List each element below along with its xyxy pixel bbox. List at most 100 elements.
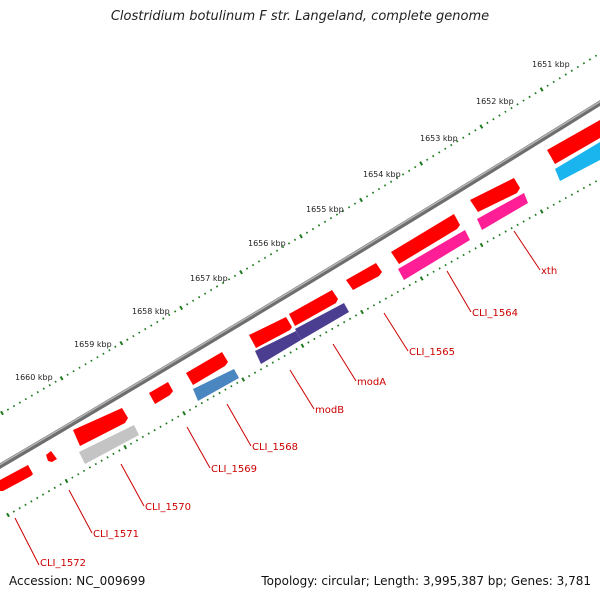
outer-tick-28 bbox=[168, 313, 171, 317]
outer-tick-33 bbox=[198, 296, 201, 299]
leader-modB bbox=[289, 369, 315, 410]
inner-tick-95 bbox=[570, 193, 573, 196]
outer-tick-36 bbox=[215, 285, 219, 288]
outer-tick-59 bbox=[353, 202, 357, 205]
gene-label-CLI_1564[interactable]: CLI_1564 bbox=[472, 308, 518, 319]
gene-label-CLI_1571[interactable]: CLI_1571 bbox=[93, 529, 139, 540]
outer-tick-49 bbox=[293, 238, 297, 242]
inner-tick-59 bbox=[354, 314, 358, 317]
gene-forward-0[interactable] bbox=[0, 465, 33, 491]
inner-tick-24 bbox=[147, 432, 150, 435]
leader-CLI_1571 bbox=[68, 489, 93, 534]
feature-CLI_1568[interactable] bbox=[193, 369, 239, 401]
inner-tick-48 bbox=[289, 351, 292, 354]
inner-tick-50 bbox=[300, 343, 305, 348]
leader-CLI_1565 bbox=[383, 312, 409, 352]
gene-forward-1[interactable] bbox=[46, 451, 57, 462]
outer-tick-80 bbox=[479, 124, 484, 129]
outer-tick-90 bbox=[539, 87, 544, 92]
outer-tick-94 bbox=[564, 73, 567, 76]
inner-tick-39 bbox=[236, 381, 239, 385]
gene-label-modA[interactable]: modA bbox=[357, 377, 386, 388]
label-leaders bbox=[14, 230, 541, 566]
outer-tick-17 bbox=[102, 352, 105, 355]
inner-tick-52 bbox=[313, 337, 316, 341]
gene-forward-4[interactable] bbox=[186, 352, 228, 385]
inner-tick-72 bbox=[432, 270, 435, 273]
outer-tick-6 bbox=[36, 391, 39, 394]
outer-tick-22 bbox=[132, 334, 135, 338]
outer-tick-1 bbox=[6, 408, 10, 411]
scale-label-1654: 1654 kbp bbox=[363, 170, 401, 179]
gene-forward-8[interactable] bbox=[391, 214, 460, 264]
outer-tick-3 bbox=[18, 401, 21, 404]
inner-tick-45 bbox=[271, 361, 274, 364]
feature-unlabeled-right[interactable] bbox=[555, 142, 600, 181]
inner-tick-34 bbox=[206, 398, 209, 401]
inner-tick-41 bbox=[248, 374, 251, 378]
outer-tick-72 bbox=[432, 154, 435, 158]
outer-tick-73 bbox=[438, 151, 441, 154]
inner-tick-25 bbox=[153, 429, 156, 432]
outer-tick-10 bbox=[59, 376, 64, 381]
gene-forward-6[interactable] bbox=[289, 290, 338, 326]
inner-tick-90 bbox=[539, 209, 544, 214]
outer-tick-89 bbox=[534, 91, 537, 95]
inner-tick-68 bbox=[408, 284, 411, 287]
gene-label-modB[interactable]: modB bbox=[315, 405, 344, 416]
gene-label-CLI_1569[interactable]: CLI_1569 bbox=[211, 464, 257, 475]
outer-tick-62 bbox=[371, 191, 375, 194]
outer-tick-52 bbox=[311, 227, 315, 231]
feature-modB[interactable] bbox=[255, 331, 301, 364]
outer-tick-96 bbox=[576, 65, 579, 69]
outer-tick-20 bbox=[119, 340, 124, 346]
outer-tick-21 bbox=[126, 338, 129, 341]
inner-tick-78 bbox=[468, 250, 471, 253]
outer-tick-34 bbox=[203, 292, 207, 295]
inner-tick-19 bbox=[118, 449, 121, 452]
inner-tick-17 bbox=[106, 456, 109, 459]
gene-forward-5[interactable] bbox=[249, 317, 292, 348]
inner-tick-88 bbox=[528, 216, 531, 220]
inner-tick-73 bbox=[438, 267, 441, 270]
gene-label-xth[interactable]: xth bbox=[541, 266, 557, 277]
inner-tick-99 bbox=[594, 180, 598, 183]
inner-tick-38 bbox=[230, 385, 233, 388]
gene-forward-7[interactable] bbox=[346, 263, 382, 290]
inner-tick-74 bbox=[444, 263, 447, 267]
feature-CLI_1564[interactable] bbox=[398, 230, 470, 280]
feature-xth[interactable] bbox=[477, 193, 528, 230]
inner-tick-1 bbox=[12, 510, 15, 513]
inner-tick-80 bbox=[479, 242, 484, 248]
inner-tick-42 bbox=[253, 371, 257, 374]
gene-label-CLI_1570[interactable]: CLI_1570 bbox=[145, 502, 191, 513]
inner-tick-49 bbox=[295, 347, 298, 351]
gene-forward-2[interactable] bbox=[73, 408, 128, 446]
inner-tick-91 bbox=[546, 206, 549, 210]
inner-tick-55 bbox=[331, 327, 334, 331]
inner-tick-47 bbox=[283, 354, 286, 358]
outer-tick-5 bbox=[30, 394, 33, 397]
map-title: Clostridium botulinum F str. Langeland, … bbox=[110, 9, 490, 24]
outer-tick-66 bbox=[395, 176, 399, 180]
leader-CLI_1570 bbox=[120, 463, 145, 507]
gene-forward-3[interactable] bbox=[149, 382, 173, 404]
gene-label-CLI_1565[interactable]: CLI_1565 bbox=[409, 347, 455, 358]
gene-label-CLI_1572[interactable]: CLI_1572 bbox=[40, 558, 86, 569]
scale-label-1653: 1653 kbp bbox=[420, 134, 458, 143]
outer-tick-93 bbox=[558, 77, 561, 80]
scale-label-1656: 1656 kbp bbox=[248, 239, 286, 248]
inner-tick-30 bbox=[182, 411, 186, 416]
outer-tick-0 bbox=[0, 410, 4, 416]
gene-forward-10[interactable] bbox=[547, 120, 600, 164]
genome-backbone-highlight bbox=[0, 100, 600, 466]
inner-tick-92 bbox=[552, 203, 555, 206]
feature-modA[interactable] bbox=[295, 303, 349, 340]
feature-CLI_1570[interactable] bbox=[79, 425, 139, 464]
outer-tick-25 bbox=[150, 324, 153, 327]
gene-label-CLI_1568[interactable]: CLI_1568 bbox=[252, 442, 298, 453]
outer-tick-41 bbox=[245, 267, 249, 270]
gene-forward-9[interactable] bbox=[470, 178, 520, 212]
outer-tick-99 bbox=[594, 54, 598, 57]
